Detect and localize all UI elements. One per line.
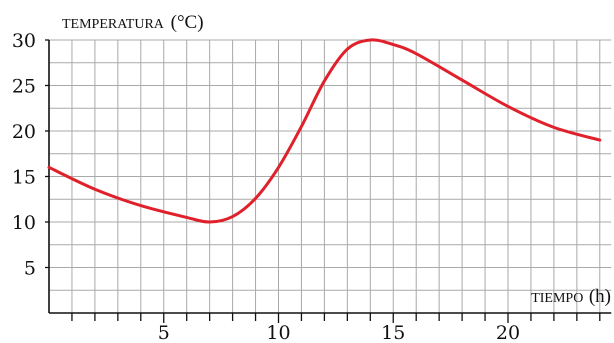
grid [49, 39, 612, 313]
x-axis-unit: (h) [589, 286, 611, 307]
y-tick-label: 15 [12, 167, 36, 189]
temperature-line [47, 38, 602, 224]
y-tick-label: 30 [12, 30, 36, 52]
y-tick-label: 5 [24, 258, 36, 280]
x-tick-label: 5 [158, 322, 170, 343]
tick-labels: 5 10 15 20 5 10 15 20 25 30 [12, 30, 520, 343]
y-tick-label: 10 [12, 212, 36, 234]
y-axis-title-text: TEMPERATURA [62, 17, 165, 32]
x-tick-label: 15 [381, 322, 405, 343]
x-tick-label: 10 [266, 322, 290, 343]
x-tick-label: 20 [496, 322, 520, 343]
y-tick-label: 20 [12, 121, 36, 143]
y-axis-title: TEMPERATURA (°C) [62, 12, 204, 33]
y-tick-label: 25 [12, 76, 36, 98]
x-axis-title: TIEMPO (h) [531, 286, 611, 307]
x-axis-title-text: TIEMPO [531, 291, 583, 306]
y-axis-unit: (°C) [171, 12, 204, 33]
ticks [45, 39, 601, 323]
